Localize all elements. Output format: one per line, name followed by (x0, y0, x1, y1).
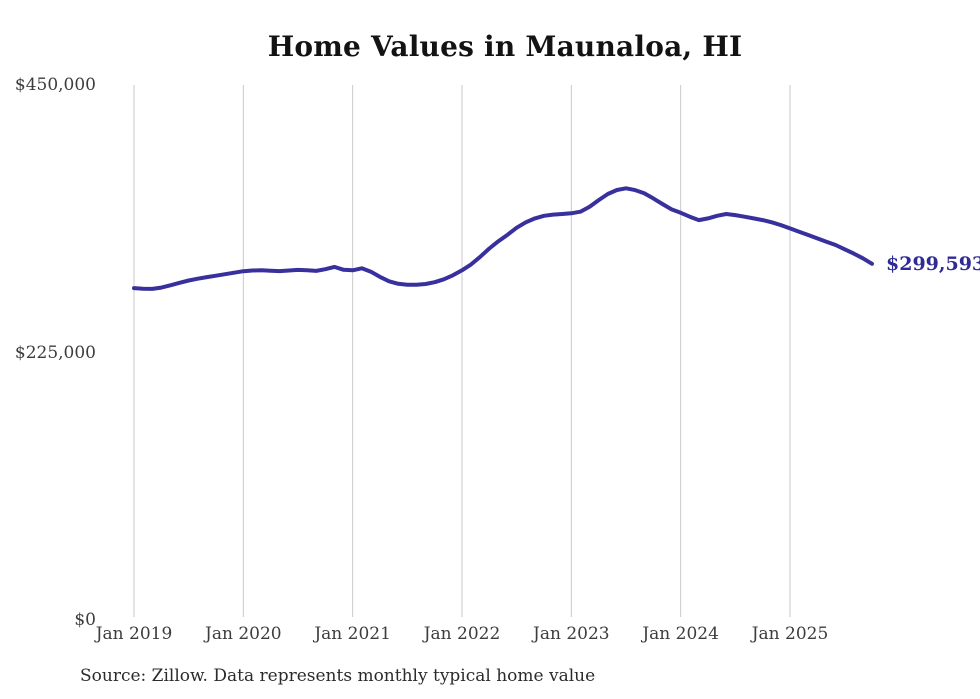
x-tick-label: Jan 2024 (642, 624, 719, 644)
x-tick-label: Jan 2025 (751, 624, 829, 644)
source-note: Source: Zillow. Data represents monthly … (80, 666, 596, 686)
y-tick-label: $225,000 (14, 342, 96, 363)
x-tick-label: Jan 2022 (423, 624, 501, 644)
x-tick-label: Jan 2023 (533, 624, 610, 644)
latest-value-label: $299,593 (886, 252, 980, 275)
x-tick-label: Jan 2020 (205, 624, 282, 644)
chart-title: Home Values in Maunaloa, HI (267, 30, 743, 63)
home-value-line (132, 186, 874, 291)
y-tick-label: $450,000 (14, 75, 96, 95)
x-tick-label: Jan 2021 (314, 624, 391, 644)
y-tick-label: $0 (74, 610, 96, 630)
x-tick-label: Jan 2019 (95, 624, 173, 644)
